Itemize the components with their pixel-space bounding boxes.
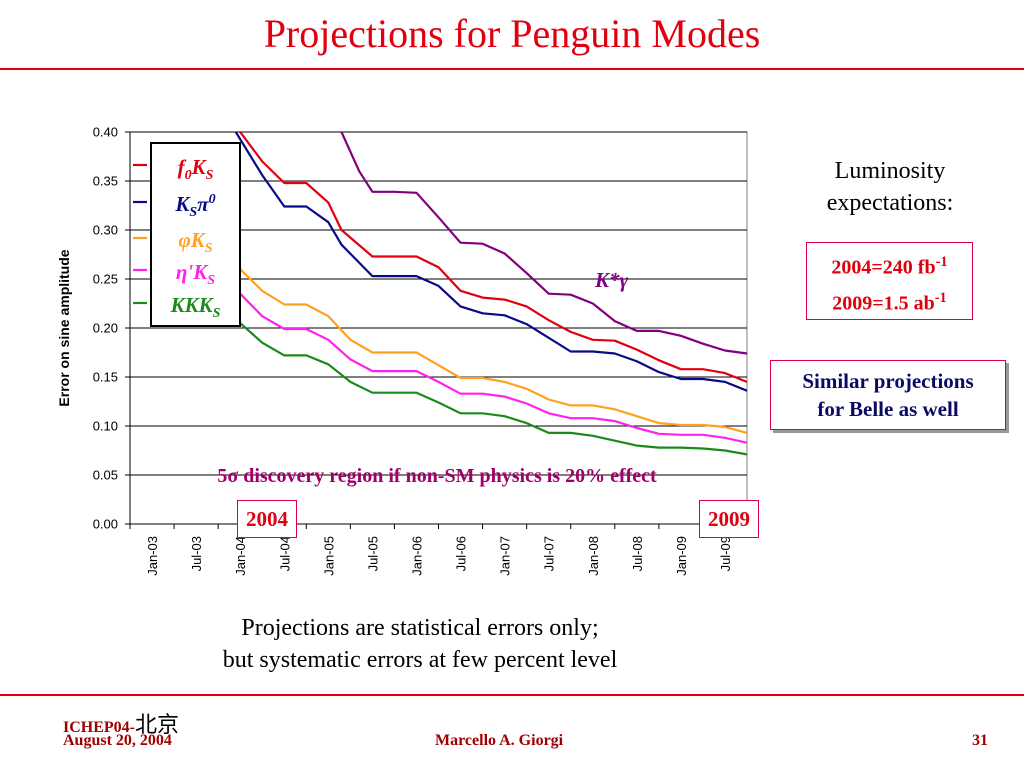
y-tick-label: 0.25 [93, 272, 118, 287]
discovery-region-label: 5σ discovery region if non-SM physics is… [217, 465, 657, 487]
legend-text: KKK [170, 293, 215, 317]
legend-text: 0 [209, 192, 216, 207]
legend-entry: KSπ0 [174, 192, 215, 220]
y-tick-label: 0.00 [93, 517, 118, 532]
lum-2004-text: 2004=240 fb [831, 256, 936, 279]
legend-text: π [197, 192, 209, 216]
series-line-k [340, 132, 747, 355]
legend-text: f [178, 155, 187, 179]
legend-entry: η'KS [176, 260, 215, 288]
luminosity-heading-line2: expectations: [826, 190, 954, 216]
belle-note-line2: for Belle as well [817, 397, 959, 421]
legend-text: S [206, 168, 214, 183]
caption: Projections are statistical errors only;… [150, 612, 690, 676]
series-line-f0ks [239, 132, 747, 384]
x-tick-label: Jan-05 [321, 536, 336, 576]
footer-divider [0, 694, 1024, 696]
x-tick-label: Jan-08 [586, 536, 601, 576]
belle-note-box: Similar projections for Belle as well [770, 360, 1006, 430]
x-tick-label: Jul-03 [189, 536, 204, 571]
y-tick-label: 0.40 [93, 125, 118, 140]
footer-conf-label: ICHEP04- [63, 719, 135, 736]
luminosity-box: 2004=240 fb-1 2009=1.5 ab-1 [806, 242, 973, 320]
series-line-ks0 [234, 132, 747, 392]
x-tick-label: Jul-06 [454, 536, 469, 571]
kstar-gamma-label: K*γ [594, 268, 629, 292]
lum-2009-text: 2009=1.5 ab [832, 292, 935, 315]
legend-text: K [191, 155, 208, 179]
y-tick-label: 0.20 [93, 321, 118, 336]
lum-2004-exp: -1 [935, 254, 948, 270]
y-tick-label: 0.35 [93, 174, 118, 189]
series-line-kkks [152, 297, 747, 456]
legend-text: S [207, 273, 215, 288]
series-line-ks [152, 199, 747, 435]
title-divider [0, 68, 1024, 70]
y-tick-label: 0.05 [93, 468, 118, 483]
legend-text: K [174, 192, 191, 216]
footer-author: Marcello A. Giorgi [435, 732, 564, 749]
legend-text: φK [178, 228, 206, 252]
lum-2004-line: 2004=240 fb-1 [807, 247, 972, 283]
luminosity-heading-line1: Luminosity [834, 158, 946, 184]
x-tick-label: Jul-04 [277, 536, 292, 571]
x-tick-label: Jan-03 [145, 536, 160, 576]
y-tick-label: 0.10 [93, 419, 118, 434]
belle-note-line1: Similar projections [802, 369, 974, 393]
y-tick-label: 0.30 [93, 223, 118, 238]
legend-text: η'K [176, 260, 209, 284]
lum-2009-exp: -1 [934, 289, 947, 306]
x-tick-label: Jul-08 [630, 536, 645, 571]
caption-line2: but systematic errors at few percent lev… [222, 647, 618, 673]
y-axis-label: Error on sine amplitude [56, 249, 72, 406]
footer-conference: ICHEP04-北京 [63, 707, 179, 739]
x-tick-label: Jul-09 [718, 536, 733, 571]
lum-2009-line: 2009=1.5 ab-1 [807, 283, 972, 319]
x-tick-label: Jan-07 [498, 536, 513, 576]
legend-box [150, 142, 241, 327]
y-tick-label: 0.15 [93, 370, 118, 385]
x-tick-label: Jul-07 [542, 536, 557, 571]
series-line-ks [152, 228, 747, 444]
legend-entry: KKKS [170, 293, 221, 321]
x-tick-label: Jan-09 [674, 536, 689, 576]
footer-page-number: 31 [972, 732, 988, 749]
legend-text: 0 [185, 168, 192, 183]
legend-text: S [189, 205, 197, 220]
x-tick-label: Jan-04 [233, 536, 248, 576]
x-tick-label: Jul-05 [365, 536, 380, 571]
marker-2009: 2009 [699, 500, 759, 538]
footer-date: August 20, 2004 [63, 732, 172, 749]
marker-2004: 2004 [237, 500, 297, 538]
slide-title: Projections for Penguin Modes [263, 11, 761, 56]
luminosity-heading: Luminosity expectations: [800, 155, 980, 219]
beijing-logo: 北京 [135, 713, 180, 738]
caption-line1: Projections are statistical errors only; [241, 615, 599, 641]
legend-entry: f0KS [178, 155, 214, 183]
x-tick-label: Jan-06 [409, 536, 424, 576]
legend-text: S [205, 241, 213, 256]
legend-entry: φKS [178, 228, 212, 256]
legend-text: S [213, 306, 221, 321]
